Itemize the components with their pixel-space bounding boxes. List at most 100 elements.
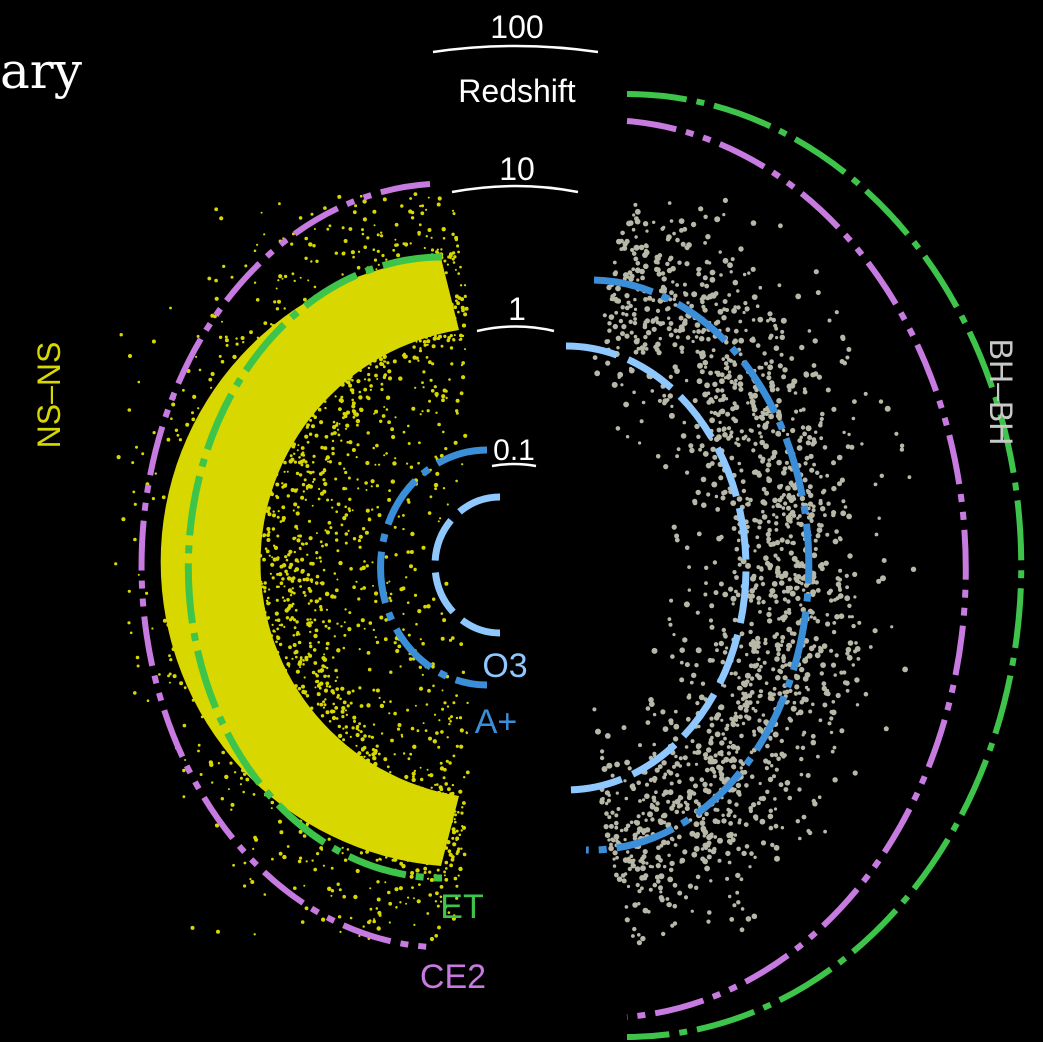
ns-ns-point (420, 211, 425, 216)
ns-ns-point (415, 622, 418, 626)
detector-horizon-arcs (138, 91, 1025, 1040)
bh-bh-point (630, 247, 635, 253)
bh-bh-point (748, 629, 753, 635)
bh-bh-point (688, 818, 693, 822)
bh-bh-point (819, 523, 824, 528)
bh-bh-point (645, 720, 651, 725)
ns-ns-point (453, 255, 457, 259)
bh-bh-point (753, 585, 758, 590)
ns-ns-point (422, 340, 427, 344)
bh-bh-point (675, 335, 680, 340)
ns-ns-point (404, 354, 408, 359)
bh-bh-point (651, 326, 657, 332)
bh-bh-point (780, 635, 786, 640)
bh-bh-point (650, 817, 655, 822)
bh-bh-point (838, 537, 843, 542)
ns-ns-point (356, 443, 360, 447)
bh-bh-point (809, 615, 813, 619)
bh-bh-point (765, 531, 771, 538)
bh-bh-point (722, 489, 728, 495)
bh-bh-point (620, 873, 626, 878)
bh-bh-point (767, 776, 774, 783)
bh-bh-point (725, 327, 731, 333)
ns-ns-point (388, 596, 392, 600)
bh-bh-point (797, 787, 802, 792)
ns-ns-point (214, 296, 219, 301)
ns-ns-point (261, 585, 265, 589)
ns-ns-point (382, 197, 387, 202)
ns-ns-point (343, 633, 347, 637)
ns-ns-point (455, 744, 459, 748)
bh-bh-point (784, 780, 791, 786)
ns-ns-point (305, 425, 309, 429)
bh-bh-point (658, 336, 662, 341)
bh-bh-point (640, 886, 644, 891)
ns-ns-point (409, 550, 414, 554)
ns-ns-point (298, 216, 303, 220)
ns-ns-point (418, 339, 422, 343)
ns-ns-point (406, 498, 410, 502)
bh-bh-point (838, 587, 842, 592)
ns-ns-point (454, 268, 457, 271)
ns-ns-point (243, 772, 247, 776)
bh-bh-point (856, 657, 861, 661)
bh-bh-point (786, 525, 791, 529)
ns-ns-point (338, 560, 343, 566)
ns-ns-point (310, 578, 313, 582)
bh-bh-point (786, 599, 791, 604)
bh-bh-point (660, 709, 666, 715)
ns-ns-point (358, 722, 361, 726)
bh-bh-point (723, 756, 730, 763)
bh-bh-point (881, 558, 887, 563)
ns-ns-point (286, 470, 289, 473)
ns-ns-point (367, 920, 371, 925)
ns-ns-point (262, 557, 266, 562)
bh-bh-point (738, 759, 743, 764)
bh-bh-point (825, 613, 830, 617)
bh-bh-point (765, 650, 770, 655)
ns-ns-point (434, 487, 437, 491)
bh-bh-point (756, 700, 760, 704)
ns-ns-point (451, 855, 455, 859)
ns-ns-point (136, 664, 140, 668)
bh-bh-point (715, 388, 721, 393)
ns-ns-point (340, 709, 345, 714)
bh-bh-point (655, 454, 661, 459)
ns-ns-point (451, 232, 455, 236)
bh-bh-point (785, 585, 790, 590)
bh-bh-point (765, 468, 770, 473)
ns-ns-point (340, 686, 345, 691)
bh-bh-point (766, 760, 772, 765)
bh-bh-point (802, 389, 808, 395)
bh-bh-point (700, 825, 707, 832)
ns-ns-point (323, 688, 329, 693)
ns-ns-point (367, 372, 371, 377)
bh-bh-point (623, 779, 627, 783)
bh-bh-point (793, 503, 798, 508)
ns-ns-point (321, 544, 324, 548)
bh-bh-point (719, 750, 724, 755)
ns-ns-point (179, 681, 184, 686)
bh-bh-point (642, 849, 648, 855)
bh-bh-point (643, 297, 648, 302)
tick-label-1: 1 (508, 291, 526, 327)
ns-ns-point (214, 207, 219, 212)
ns-ns-point (293, 279, 296, 283)
bh-bh-point (795, 574, 802, 580)
ns-ns-point (133, 502, 137, 506)
ns-ns-point (360, 587, 363, 591)
bh-bh-point (699, 443, 705, 449)
ns-ns-point (344, 532, 349, 536)
bh-bh-point (668, 255, 674, 261)
ns-ns-point (459, 265, 462, 269)
bh-bh-point (818, 718, 823, 723)
ns-ns-label: NS–NS (31, 342, 67, 449)
tick-label-100: 100 (490, 9, 543, 45)
bh-bh-point (680, 241, 686, 247)
bh-bh-point (668, 622, 673, 627)
bh-bh-point (751, 470, 757, 475)
bh-bh-point (819, 671, 824, 676)
ns-ns-point (267, 512, 272, 517)
ns-ns-point (335, 717, 339, 720)
ns-ns-point (288, 645, 292, 650)
